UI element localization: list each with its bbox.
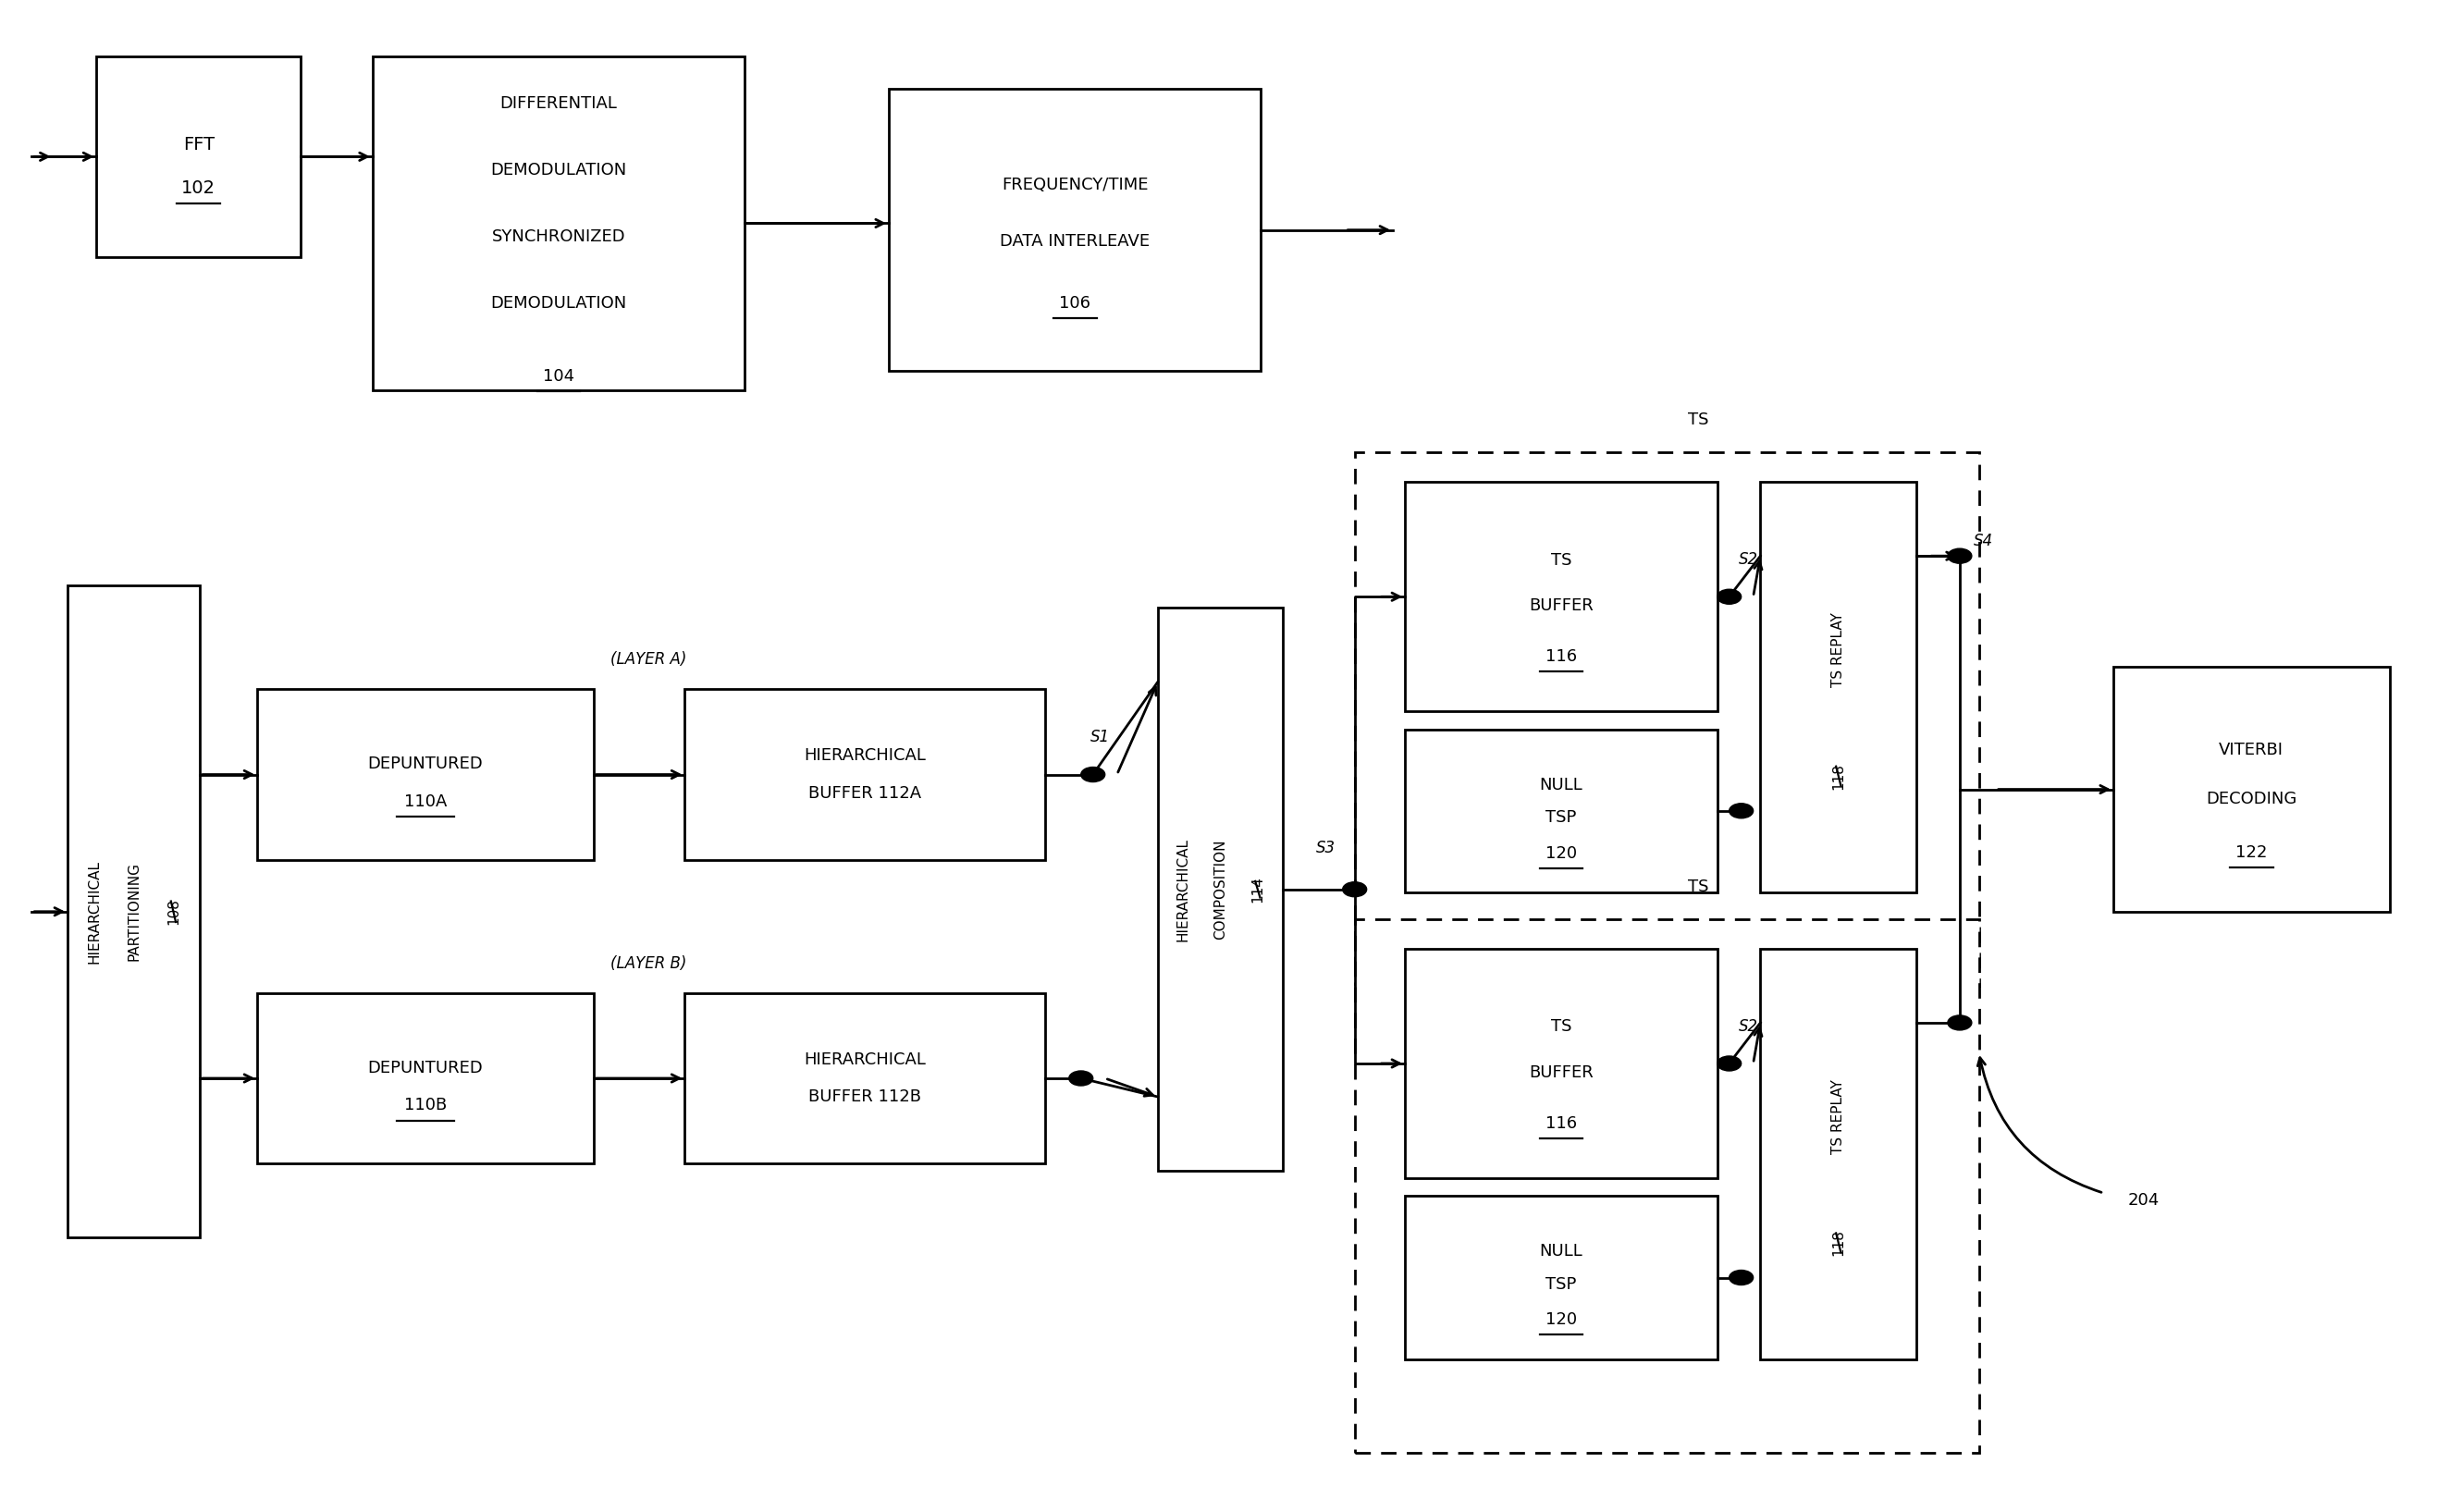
Text: DATA INTERLEAVE: DATA INTERLEAVE xyxy=(1000,233,1149,249)
Text: 118: 118 xyxy=(1833,762,1845,789)
Bar xyxy=(257,689,593,860)
Circle shape xyxy=(1730,803,1754,818)
Text: TS REPLAY: TS REPLAY xyxy=(1833,612,1845,688)
Text: DECODING: DECODING xyxy=(2205,791,2296,807)
Text: (LAYER A): (LAYER A) xyxy=(610,652,686,668)
Text: HIERARCHICAL: HIERARCHICAL xyxy=(88,860,100,963)
Text: HIERARCHICAL: HIERARCHICAL xyxy=(804,1051,926,1067)
Text: (LAYER B): (LAYER B) xyxy=(610,956,686,972)
Bar xyxy=(889,89,1262,370)
Circle shape xyxy=(1717,1055,1742,1070)
Bar xyxy=(2114,667,2389,912)
Text: TSP: TSP xyxy=(1546,809,1575,826)
Text: TS: TS xyxy=(1688,411,1708,428)
Circle shape xyxy=(1730,1270,1754,1285)
Text: 116: 116 xyxy=(1546,649,1578,665)
Bar xyxy=(1404,1196,1717,1359)
Text: TS: TS xyxy=(1688,878,1708,895)
Bar xyxy=(1159,608,1284,1170)
Text: 108: 108 xyxy=(167,898,181,925)
Text: DIFFERENTIAL: DIFFERENTIAL xyxy=(500,95,617,112)
Text: DEMODULATION: DEMODULATION xyxy=(490,295,627,311)
Text: 120: 120 xyxy=(1546,1311,1578,1328)
Text: HIERARCHICAL: HIERARCHICAL xyxy=(1176,838,1191,940)
Text: SYNCHRONIZED: SYNCHRONIZED xyxy=(492,228,625,245)
Text: BUFFER: BUFFER xyxy=(1529,1064,1592,1081)
Bar xyxy=(1404,482,1717,712)
Text: 204: 204 xyxy=(2127,1191,2158,1210)
Bar xyxy=(1762,482,1916,892)
Bar xyxy=(372,56,745,390)
Text: FFT: FFT xyxy=(184,136,213,153)
Text: TS REPLAY: TS REPLAY xyxy=(1833,1080,1845,1154)
Text: 110B: 110B xyxy=(404,1098,446,1114)
Text: 114: 114 xyxy=(1250,875,1264,903)
Bar xyxy=(69,585,201,1237)
Text: TSP: TSP xyxy=(1546,1276,1575,1293)
Bar xyxy=(1762,948,1916,1359)
Text: BUFFER: BUFFER xyxy=(1529,597,1592,614)
Text: 120: 120 xyxy=(1546,845,1578,862)
Bar xyxy=(1355,452,1980,986)
Text: 102: 102 xyxy=(181,180,216,198)
Bar xyxy=(1404,729,1717,892)
Text: NULL: NULL xyxy=(1539,1243,1583,1259)
Text: BUFFER 112B: BUFFER 112B xyxy=(809,1089,921,1105)
Text: S2: S2 xyxy=(1740,552,1759,569)
Text: FREQUENCY/TIME: FREQUENCY/TIME xyxy=(1002,177,1149,194)
Text: S3: S3 xyxy=(1316,839,1335,856)
Text: NULL: NULL xyxy=(1539,777,1583,794)
Circle shape xyxy=(1948,1016,1972,1030)
Circle shape xyxy=(1068,1070,1093,1086)
Circle shape xyxy=(1717,590,1742,605)
Text: DEPUNTURED: DEPUNTURED xyxy=(368,1060,483,1077)
Text: PARTITIONING: PARTITIONING xyxy=(127,862,140,962)
Text: 122: 122 xyxy=(2234,845,2266,862)
Text: DEPUNTURED: DEPUNTURED xyxy=(368,756,483,773)
Text: 116: 116 xyxy=(1546,1114,1578,1131)
Circle shape xyxy=(1948,549,1972,564)
Text: VITERBI: VITERBI xyxy=(2220,742,2283,759)
Text: 110A: 110A xyxy=(404,794,446,810)
Text: HIERARCHICAL: HIERARCHICAL xyxy=(804,747,926,764)
Text: BUFFER 112A: BUFFER 112A xyxy=(809,785,921,801)
Text: S1: S1 xyxy=(1090,729,1110,745)
Text: 106: 106 xyxy=(1058,295,1090,311)
Bar xyxy=(686,993,1046,1164)
Text: COMPOSITION: COMPOSITION xyxy=(1213,839,1227,939)
Text: 104: 104 xyxy=(544,369,573,386)
Bar xyxy=(1404,948,1717,1178)
Text: TS: TS xyxy=(1551,1019,1570,1036)
Text: S4: S4 xyxy=(1975,532,1994,549)
Circle shape xyxy=(1343,881,1367,897)
Text: DEMODULATION: DEMODULATION xyxy=(490,162,627,178)
Text: TS: TS xyxy=(1551,552,1570,569)
Bar xyxy=(257,993,593,1164)
Text: 118: 118 xyxy=(1833,1229,1845,1256)
Bar xyxy=(1355,919,1980,1453)
Circle shape xyxy=(1080,767,1105,782)
Text: S2: S2 xyxy=(1740,1018,1759,1034)
Bar xyxy=(686,689,1046,860)
Bar xyxy=(96,56,301,257)
